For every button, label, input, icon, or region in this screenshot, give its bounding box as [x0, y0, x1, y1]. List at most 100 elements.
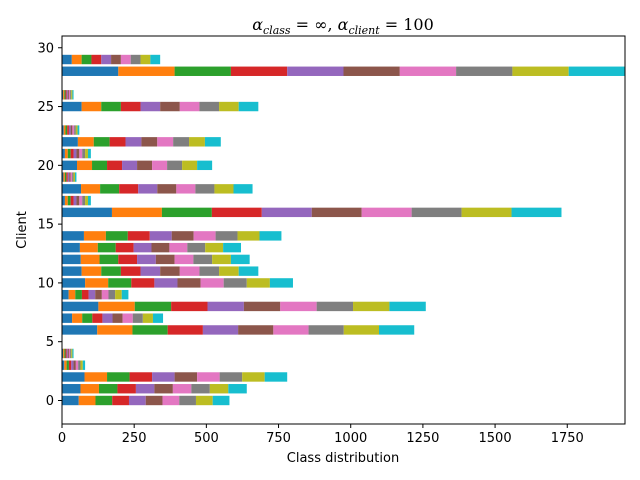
- bar-client-26-class-0: [62, 90, 64, 100]
- bar-client-13-class-4: [133, 242, 152, 253]
- bar-client-18-class-0: [62, 184, 82, 194]
- bar-client-7-class-7: [132, 313, 143, 323]
- bar-client-3-class-0: [62, 360, 65, 370]
- bar-client-18-class-5: [157, 184, 177, 194]
- bar-client-14-class-0: [62, 231, 84, 241]
- bar-client-4-class-4: [66, 348, 68, 359]
- bar-client-28-class-8: [512, 66, 569, 76]
- x-tick-label: 500: [194, 431, 219, 446]
- bar-client-8-class-1: [98, 301, 135, 312]
- bar-client-21-class-8: [85, 148, 88, 159]
- bar-client-1-class-4: [135, 384, 155, 394]
- bar-client-14-class-2: [105, 231, 128, 241]
- bar-client-26-class-8: [71, 90, 73, 100]
- bar-client-20-class-4: [122, 160, 138, 171]
- bar-client-13-class-5: [151, 242, 170, 253]
- bar-client-1-class-7: [191, 384, 210, 394]
- bar-client-20-class-7: [167, 160, 183, 171]
- bar-client-1-class-0: [62, 384, 81, 394]
- bar-client-22-class-5: [141, 137, 158, 147]
- bar-client-23-class-4: [68, 125, 71, 135]
- bar-client-19-class-3: [66, 172, 68, 182]
- bar-client-8-class-9: [389, 301, 426, 312]
- bar-client-20-class-0: [62, 160, 78, 171]
- chart-title: αclass = ∞, αclient = 100: [252, 15, 434, 37]
- bar-client-3-class-4: [71, 360, 74, 370]
- bar-client-6-class-2: [132, 325, 168, 335]
- y-tick-label: 30: [37, 41, 54, 56]
- bar-client-14-class-8: [237, 231, 260, 241]
- bar-client-7-class-6: [122, 313, 133, 323]
- y-axis-label: Client: [15, 211, 30, 249]
- x-tick-label: 1500: [479, 431, 512, 446]
- bar-client-19-class-8: [73, 172, 75, 182]
- bar-client-17-class-4: [73, 195, 77, 206]
- bar-client-22-class-3: [109, 137, 126, 147]
- bar-client-16-class-6: [361, 207, 412, 218]
- bar-client-10-class-9: [269, 278, 293, 288]
- bar-client-29-class-3: [91, 54, 102, 65]
- bar-client-2-class-5: [174, 372, 198, 382]
- bar-client-22-class-0: [62, 137, 78, 147]
- bar-client-29-class-2: [81, 54, 92, 65]
- bar-client-2-class-2: [107, 372, 130, 382]
- bar-client-11-class-4: [140, 266, 161, 276]
- bar-client-7-class-4: [102, 313, 113, 323]
- bar-client-28-class-3: [230, 66, 288, 76]
- bar-client-28-class-6: [399, 66, 457, 76]
- bar-client-17-class-1: [64, 195, 68, 206]
- bar-client-10-class-8: [246, 278, 270, 288]
- bar-client-6-class-8: [343, 325, 380, 335]
- bar-client-14-class-9: [259, 231, 282, 241]
- bars-group: [62, 54, 625, 406]
- bar-client-8-class-5: [243, 301, 281, 312]
- bar-client-21-class-6: [79, 148, 83, 159]
- bar-client-22-class-1: [77, 137, 94, 147]
- bar-client-25-class-3: [120, 101, 141, 112]
- bar-client-18-class-6: [176, 184, 196, 194]
- bar-client-25-class-0: [62, 101, 82, 112]
- bar-client-12-class-6: [174, 254, 194, 265]
- bar-client-28-class-9: [568, 66, 625, 76]
- bar-client-19-class-1: [63, 172, 65, 182]
- bar-client-17-class-5: [76, 195, 80, 206]
- bar-client-9-class-7: [108, 289, 116, 300]
- bar-client-6-class-7: [308, 325, 344, 335]
- bar-client-2-class-7: [219, 372, 243, 382]
- bar-client-26-class-2: [64, 90, 66, 100]
- bar-client-4-class-2: [64, 348, 66, 359]
- bar-client-3-class-9: [82, 360, 86, 370]
- bar-client-23-class-3: [67, 125, 69, 135]
- bar-client-12-class-2: [99, 254, 119, 265]
- bar-client-18-class-4: [138, 184, 158, 194]
- y-tick-label: 0: [46, 394, 54, 409]
- bar-client-12-class-0: [62, 254, 81, 265]
- bar-client-16-class-3: [211, 207, 262, 218]
- bar-client-2-class-6: [197, 372, 220, 382]
- bar-client-6-class-4: [202, 325, 239, 335]
- y-tick-label: 10: [37, 276, 54, 291]
- bar-client-0-class-2: [95, 395, 113, 406]
- x-tick-label: 1250: [406, 431, 439, 446]
- bar-client-12-class-7: [193, 254, 213, 265]
- bar-client-4-class-1: [63, 348, 65, 359]
- bar-client-29-class-4: [101, 54, 112, 65]
- bar-client-12-class-5: [155, 254, 175, 265]
- bar-client-10-class-6: [200, 278, 224, 288]
- bar-client-26-class-3: [65, 90, 67, 100]
- bar-client-26-class-1: [63, 90, 65, 100]
- bar-client-9-class-3: [81, 289, 89, 300]
- bar-client-0-class-9: [212, 395, 230, 406]
- bar-client-19-class-2: [64, 172, 67, 182]
- bar-client-7-class-3: [92, 313, 103, 323]
- bar-client-7-class-0: [62, 313, 73, 323]
- bar-client-6-class-3: [167, 325, 203, 335]
- bar-client-29-class-5: [111, 54, 121, 65]
- bar-client-0-class-1: [78, 395, 96, 406]
- bar-client-25-class-4: [140, 101, 161, 112]
- bar-client-11-class-5: [160, 266, 180, 276]
- bar-client-9-class-0: [62, 289, 69, 300]
- bar-client-10-class-0: [62, 278, 86, 288]
- bar-client-2-class-4: [152, 372, 175, 382]
- bar-client-20-class-9: [197, 160, 213, 171]
